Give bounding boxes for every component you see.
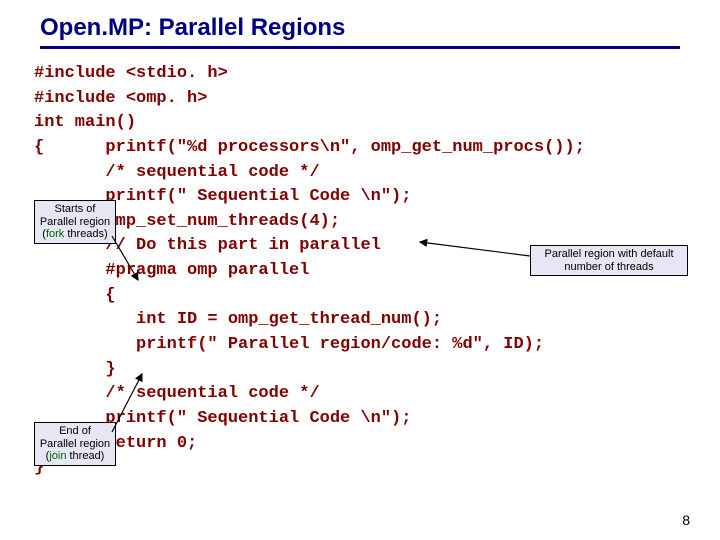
code-line: int ID = omp_get_thread_num(); bbox=[34, 308, 704, 333]
slide-title: Open.MP: Parallel Regions bbox=[0, 0, 720, 46]
code-line: printf(" Sequential Code \n"); bbox=[34, 407, 704, 432]
code-line: omp_set_num_threads(4); bbox=[34, 210, 704, 235]
code-line: printf(" Parallel region/code: %d", ID); bbox=[34, 333, 704, 358]
title-underline bbox=[40, 46, 680, 49]
code-line: printf(" Sequential Code \n"); bbox=[34, 185, 704, 210]
code-line: #include <omp. h> bbox=[34, 87, 704, 112]
code-line: } bbox=[34, 358, 704, 383]
code-line: { printf("%d processors\n", omp_get_num_… bbox=[34, 136, 704, 161]
code-line: { bbox=[34, 284, 704, 309]
code-line: /* sequential code */ bbox=[34, 382, 704, 407]
code-line: int main() bbox=[34, 111, 704, 136]
code-line: return 0; bbox=[34, 432, 704, 457]
code-line: /* sequential code */ bbox=[34, 161, 704, 186]
annotation-default-threads: Parallel region with default number of t… bbox=[530, 245, 688, 276]
annotation-starts: Starts of Parallel region (fork threads) bbox=[34, 200, 116, 244]
page-number: 8 bbox=[682, 512, 690, 528]
annotation-end: End of Parallel region (join thread) bbox=[34, 422, 116, 466]
code-line: } bbox=[34, 456, 704, 481]
code-line: #include <stdio. h> bbox=[34, 62, 704, 87]
